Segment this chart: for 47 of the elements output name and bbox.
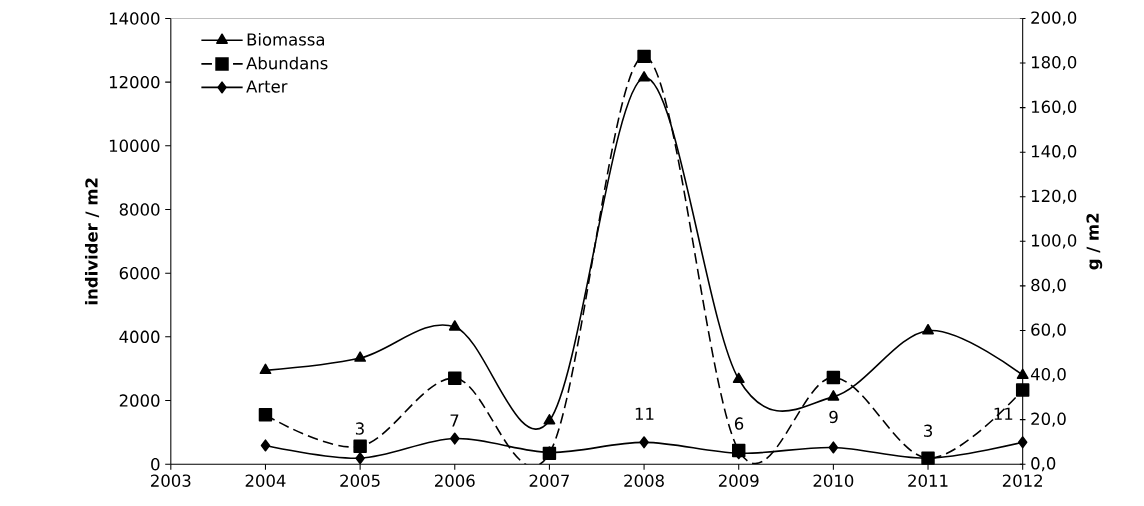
y-tick-label: 10000 — [109, 139, 160, 152]
y2-tick-label: 80,0 — [1031, 278, 1066, 293]
y-tick-label: 12000 — [109, 75, 160, 89]
x-tick-label: 2006 — [435, 474, 475, 487]
y-tick-label: 2000 — [119, 394, 160, 407]
y2-tick-label: 140,0 — [1031, 144, 1077, 160]
legend-label: Arter — [246, 80, 288, 93]
y2-tick-label: 120,0 — [1031, 189, 1077, 204]
y2-axis-title: g / m2 — [1086, 213, 1103, 270]
x-tick-label: 2009 — [718, 474, 759, 487]
y-tick-label: 4000 — [119, 330, 160, 343]
legend-label: Abundans — [246, 56, 328, 70]
y2-tick-label: 100,0 — [1031, 234, 1077, 249]
x-tick-label: 2003 — [151, 474, 191, 487]
y-tick-label: 14000 — [109, 12, 160, 25]
legend-label: Biomassa — [247, 32, 324, 46]
annotation: 9 — [829, 410, 838, 423]
point — [353, 439, 367, 453]
x-tick-label: 2005 — [340, 474, 380, 487]
y-tick-label: 8000 — [119, 203, 160, 216]
annotation: 3 — [355, 422, 364, 435]
point — [826, 370, 841, 385]
y2-tick-label: 20,0 — [1031, 412, 1066, 427]
y-axis-title: individer / m2 — [84, 178, 100, 304]
point — [258, 407, 273, 422]
x-tick-label: 2008 — [624, 474, 664, 487]
y2-tick-label: 0,0 — [1031, 456, 1056, 472]
x-tick-label: 2007 — [529, 474, 569, 487]
annotation: 3 — [924, 424, 933, 437]
annotation: 6 — [734, 417, 744, 430]
y2-tick-label: 60,0 — [1031, 323, 1066, 338]
x-tick-label: 2004 — [245, 474, 286, 487]
point — [448, 371, 462, 385]
y-tick-label: 6000 — [119, 266, 160, 280]
point — [637, 49, 651, 63]
y2-tick-label: 180,0 — [1031, 55, 1077, 70]
y2-tick-label: 160,0 — [1031, 100, 1077, 115]
point — [1015, 383, 1030, 397]
annotation: 11 — [635, 407, 654, 420]
y2-tick-label: 200,0 — [1031, 11, 1077, 26]
x-tick-label: 2011 — [908, 474, 948, 487]
y-tick-label: 0 — [151, 457, 160, 471]
x-tick-label: 2012 — [1002, 474, 1042, 487]
x-tick-label: 2010 — [813, 474, 854, 487]
annotation: 7 — [450, 414, 459, 427]
y2-tick-label: 40,0 — [1030, 367, 1066, 382]
annotation: 11 — [994, 407, 1013, 420]
